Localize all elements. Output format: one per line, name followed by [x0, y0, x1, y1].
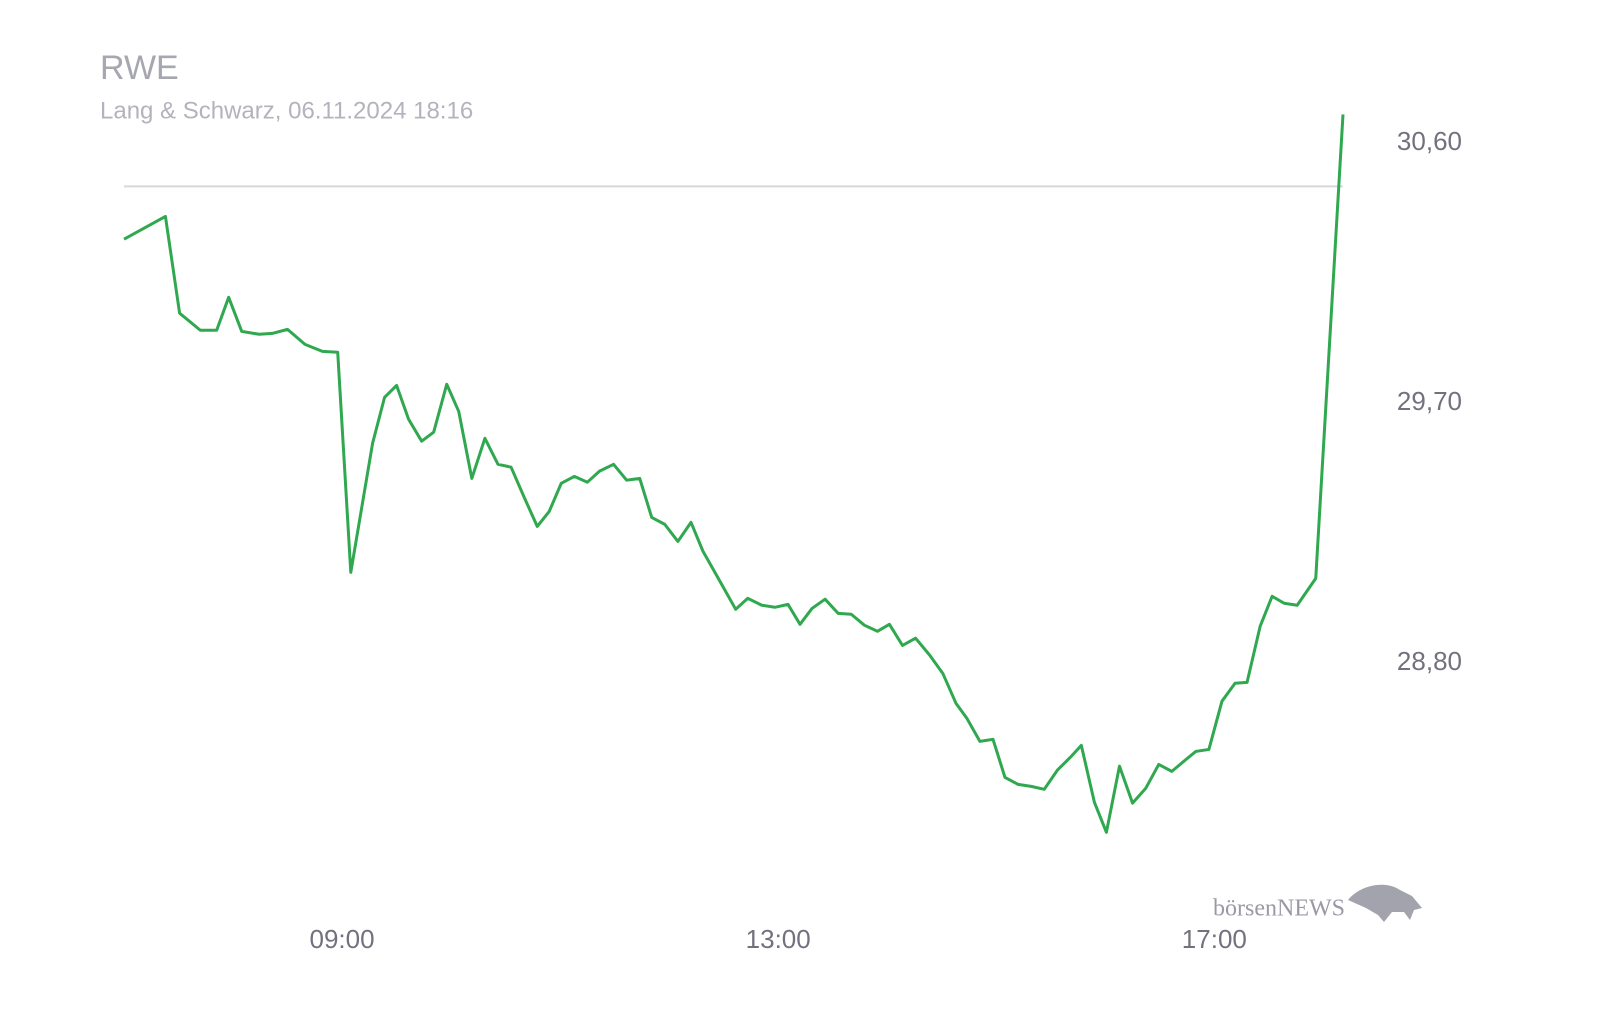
- y-tick-label: 30,60: [1397, 126, 1462, 156]
- x-tick-label: 17:00: [1182, 924, 1247, 954]
- y-tick-label: 29,70: [1397, 386, 1462, 416]
- x-tick-label: 09:00: [310, 924, 375, 954]
- chart-title: RWE: [100, 49, 179, 87]
- x-tick-label: 13:00: [746, 924, 811, 954]
- y-tick-label: 28,80: [1397, 646, 1462, 676]
- watermark-icon: [1348, 884, 1422, 922]
- price-line: [123, 114, 1345, 834]
- chart-subtitle: Lang & Schwarz, 06.11.2024 18:16: [100, 97, 473, 124]
- watermark: börsenNEWS: [1213, 896, 1345, 922]
